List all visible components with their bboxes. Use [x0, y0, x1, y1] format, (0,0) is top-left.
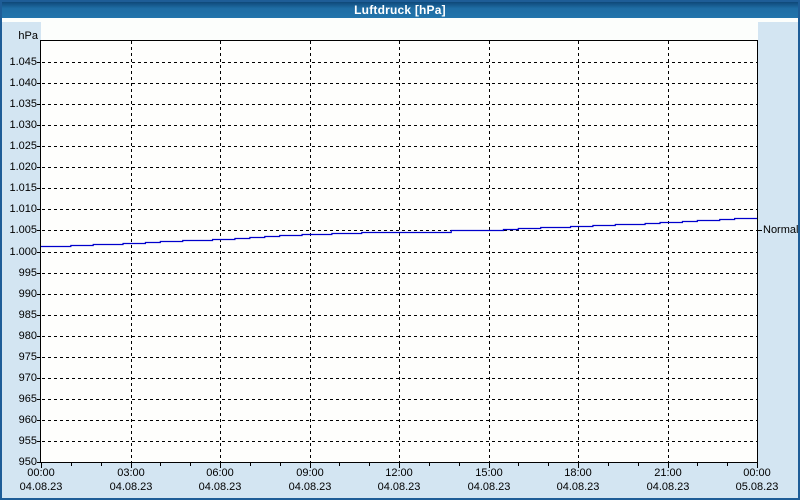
y-tick-label: 965 [18, 393, 37, 405]
y-tick-label: 1.045 [9, 56, 37, 68]
x-tick-time-label: 18:00 [564, 467, 592, 479]
window-titlebar: Luftdruck [hPa] [2, 2, 798, 18]
x-tick-time-label: 12:00 [385, 467, 413, 479]
x-tick-time-label: 00:00 [27, 467, 55, 479]
y-tick-label: 990 [18, 288, 37, 300]
y-tick-label: 955 [18, 435, 37, 447]
y-axis-unit-label: hPa [18, 30, 38, 42]
y-tick-label: 1.025 [9, 140, 37, 152]
x-tick-time-label: 09:00 [296, 467, 324, 479]
y-tick-label: 1.020 [9, 161, 37, 173]
x-tick-date-label: 04.08.23 [646, 481, 690, 493]
x-tick-time-label: 00:00 [743, 467, 771, 479]
x-tick-time-label: 21:00 [654, 467, 682, 479]
y-tick-label: 1.005 [9, 224, 37, 236]
y-tick-label: 950 [18, 456, 37, 468]
y-tick-label: 995 [18, 267, 37, 279]
normal-annotation: Normal [763, 224, 799, 236]
x-tick-date-label: 05.08.23 [735, 481, 779, 493]
x-tick-time-label: 03:00 [117, 467, 145, 479]
x-tick-date-label: 04.08.23 [467, 481, 511, 493]
x-tick-date-label: 04.08.23 [288, 481, 332, 493]
y-tick-label: 1.000 [9, 246, 37, 258]
x-tick-date-label: 04.08.23 [198, 481, 242, 493]
y-tick-label: 1.015 [9, 182, 37, 194]
y-tick-label: 1.010 [9, 203, 37, 215]
y-tick-label: 960 [18, 414, 37, 426]
y-tick-label: 1.030 [9, 119, 37, 131]
y-tick-label: 980 [18, 330, 37, 342]
x-tick-date-label: 04.08.23 [109, 481, 153, 493]
x-tick-date-label: 04.08.23 [377, 481, 421, 493]
y-tick-label: 985 [18, 309, 37, 321]
window-title: Luftdruck [hPa] [354, 3, 446, 17]
x-tick-time-label: 15:00 [475, 467, 503, 479]
y-tick-label: 975 [18, 351, 37, 363]
plot-top-margin [41, 22, 758, 41]
chart-plot-area [40, 40, 758, 463]
x-tick-time-label: 06:00 [206, 467, 234, 479]
y-tick-label: 970 [18, 372, 37, 384]
y-tick-label: 1.035 [9, 98, 37, 110]
titlebar-separator [2, 18, 798, 22]
y-tick-label: 1.040 [9, 77, 37, 89]
x-tick-date-label: 04.08.23 [556, 481, 600, 493]
x-tick-date-label: 04.08.23 [19, 481, 63, 493]
